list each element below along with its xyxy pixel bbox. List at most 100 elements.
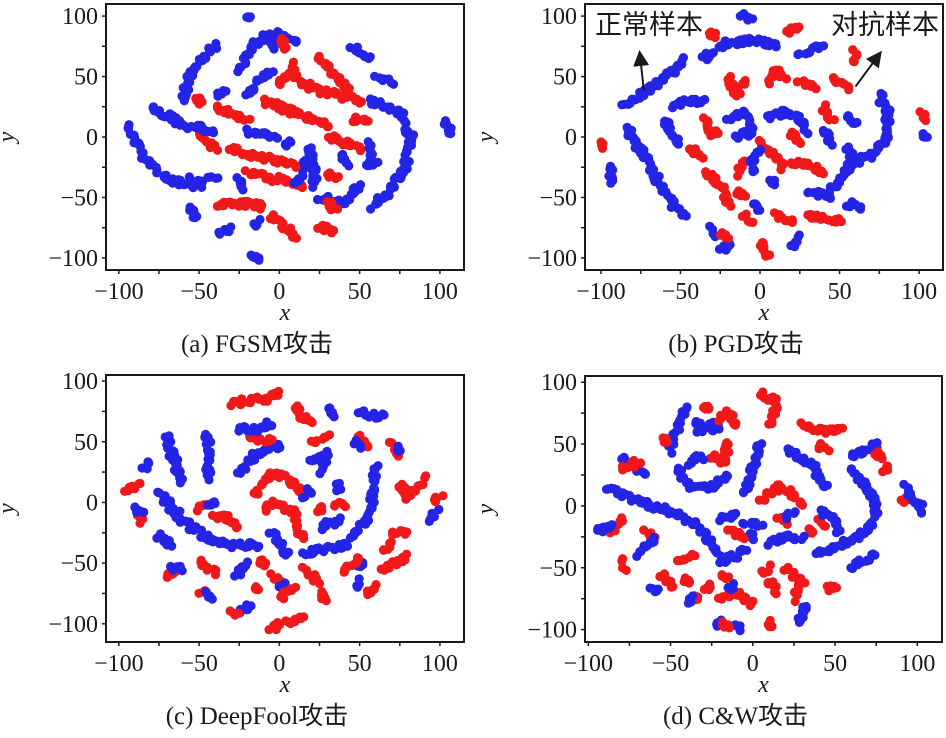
adversarial-cluster	[763, 577, 781, 599]
panel-caption: (b) PGD攻击	[668, 330, 803, 358]
adversarial-cluster	[207, 510, 242, 533]
y-tick-label: 50	[553, 432, 577, 458]
normal-cluster	[714, 239, 735, 255]
data-point	[254, 541, 264, 551]
data-point	[355, 180, 366, 190]
x-tick-label: 100	[899, 651, 935, 677]
data-point	[369, 464, 379, 474]
adversarial-cluster	[715, 228, 734, 243]
x-tick-label: −100	[564, 651, 614, 677]
data-point	[882, 461, 893, 471]
data-point	[189, 525, 199, 536]
x-axis-label: x	[279, 300, 291, 326]
data-point	[649, 533, 659, 543]
data-point	[429, 512, 439, 522]
y-tick-label: −50	[60, 551, 98, 577]
normal-cluster	[812, 469, 833, 492]
data-point	[720, 572, 731, 583]
data-point	[755, 205, 765, 215]
data-point	[787, 215, 797, 225]
y-tick-label: 100	[541, 370, 577, 396]
adversarial-cluster	[226, 386, 284, 411]
normal-cluster	[816, 505, 845, 538]
data-point	[805, 524, 815, 535]
adversarial-cluster	[755, 238, 775, 261]
x-tick-label: 100	[901, 279, 937, 305]
adversarial-cluster	[785, 127, 806, 148]
x-tick-label: −100	[94, 279, 144, 305]
data-point	[363, 442, 373, 452]
x-tick-label: −50	[662, 279, 700, 305]
data-point	[709, 453, 720, 463]
data-point	[688, 591, 698, 601]
adversarial-cluster	[639, 525, 660, 543]
data-point	[723, 233, 734, 243]
normal-cluster	[842, 111, 862, 128]
data-point	[314, 578, 325, 589]
data-point	[272, 133, 283, 143]
normal-cluster	[331, 478, 346, 496]
data-point	[340, 502, 350, 512]
data-point	[836, 217, 846, 227]
data-point	[784, 448, 795, 458]
data-point	[322, 122, 333, 132]
normal-cluster	[811, 464, 883, 559]
y-axis-label: y	[0, 131, 20, 144]
data-point	[662, 437, 672, 447]
data-point	[208, 126, 218, 136]
data-point	[279, 44, 290, 54]
adversarial-cluster	[387, 526, 412, 540]
normal-cluster	[715, 544, 752, 568]
data-point	[129, 130, 139, 140]
panel-caption: (c) DeepFool攻击	[166, 702, 349, 730]
data-point	[766, 419, 776, 429]
y-tick-label: 100	[62, 369, 98, 395]
normal-cluster	[152, 529, 177, 551]
data-point	[742, 545, 752, 556]
adversarial-cluster	[379, 537, 396, 555]
data-point	[255, 214, 265, 225]
adversarial-cluster	[915, 107, 931, 126]
x-tick-label: 0	[754, 279, 766, 305]
normal-cluster	[233, 29, 275, 77]
normal-cluster	[297, 484, 316, 503]
data-point	[724, 623, 735, 633]
adversarial-cluster	[828, 73, 854, 95]
data-point	[781, 74, 792, 84]
normal-cluster	[617, 53, 689, 110]
data-point	[771, 589, 781, 599]
data-point	[284, 136, 295, 146]
data-point	[385, 102, 395, 112]
y-tick-label: 100	[62, 4, 98, 30]
data-point	[152, 168, 162, 178]
data-point	[797, 500, 808, 510]
data-point	[177, 566, 187, 576]
axes-frame	[105, 374, 465, 643]
data-point	[770, 180, 780, 190]
data-point	[213, 91, 223, 101]
adversarial-cluster	[848, 45, 862, 67]
data-point	[684, 578, 694, 588]
data-point	[213, 173, 223, 183]
normal-cluster	[738, 517, 768, 531]
adversarial-cluster	[754, 135, 789, 175]
normal-cluster	[166, 561, 187, 576]
data-point	[223, 109, 234, 119]
data-point	[607, 520, 617, 530]
data-point	[859, 447, 869, 457]
data-point	[668, 582, 678, 592]
adversarial-cluster	[769, 208, 798, 227]
data-point	[876, 88, 886, 99]
adversarial-cluster	[348, 112, 373, 127]
normal-cluster	[745, 145, 766, 177]
normal-cluster	[214, 222, 236, 239]
data-point	[767, 621, 777, 632]
normal-cluster	[705, 221, 720, 242]
points-layer	[120, 386, 448, 635]
adversarial-cluster	[704, 27, 721, 43]
data-point	[673, 139, 684, 149]
normal-cluster	[312, 180, 366, 209]
adversarial-cluster	[394, 471, 431, 504]
adversarial-cluster	[196, 555, 221, 580]
panel-b: −100 −50 0 50 100 −100 −50 0 50 100 x y (b) PGD攻击 正常样…	[473, 3, 944, 358]
